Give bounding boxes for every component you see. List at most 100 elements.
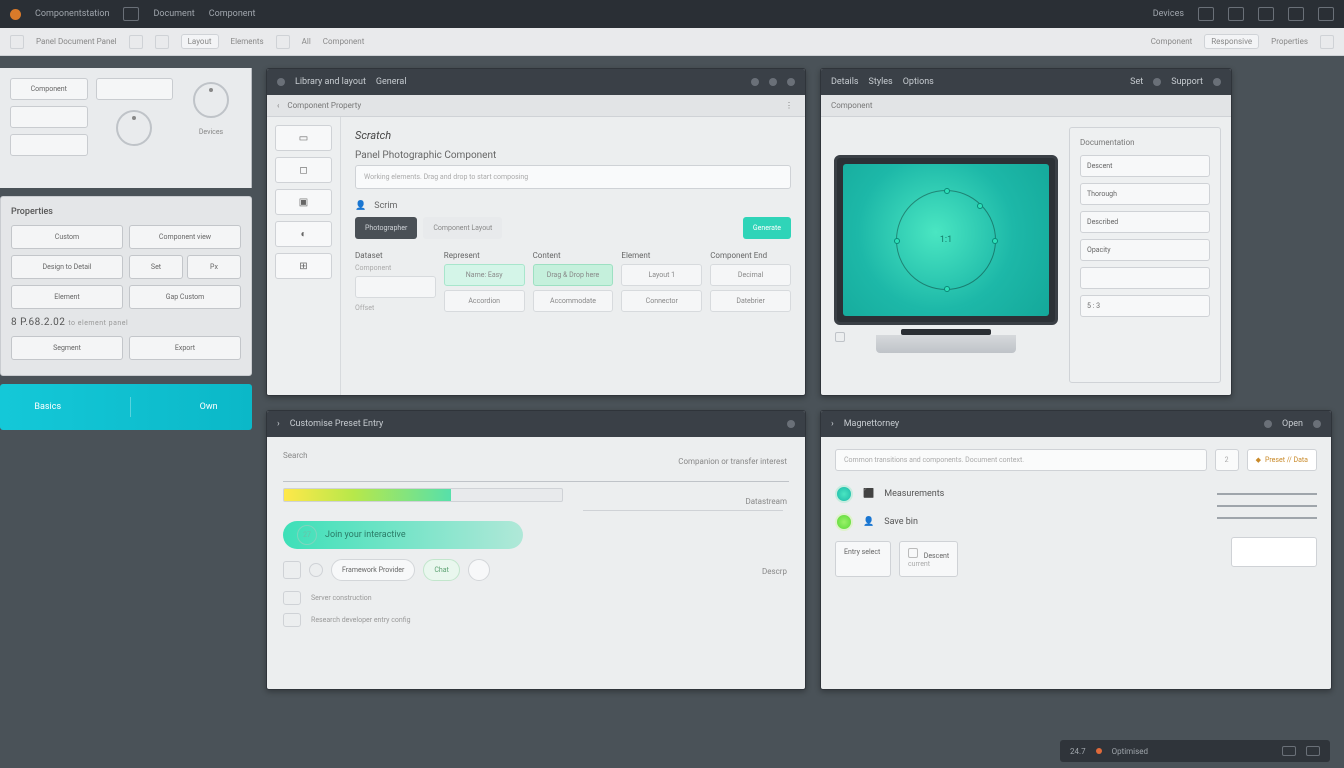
knob-button[interactable]: Component	[10, 78, 88, 100]
side-tool[interactable]: ◻	[275, 157, 332, 183]
prop-button[interactable]: Set	[129, 255, 183, 279]
square-icon[interactable]	[283, 561, 301, 579]
prop-row[interactable]: 5 : 3	[1080, 295, 1210, 317]
title-item[interactable]: Support	[1171, 77, 1203, 87]
title-item[interactable]: Styles	[869, 77, 893, 87]
preset-tag[interactable]: ◆ Preset // Data	[1247, 449, 1317, 471]
cell[interactable]: Accommodate	[533, 290, 614, 312]
prop-row[interactable]: Described	[1080, 211, 1210, 233]
cell[interactable]: Layout 1	[621, 264, 702, 286]
user-icon[interactable]	[1258, 7, 1274, 21]
prop-button[interactable]: Design to Detail	[11, 255, 123, 279]
tool-gear-icon[interactable]	[1320, 35, 1334, 49]
window-control-icon[interactable]	[277, 78, 285, 86]
title-icon[interactable]	[1153, 78, 1161, 86]
tool-dot-icon[interactable]	[276, 35, 290, 49]
menu-item[interactable]: Document	[153, 9, 194, 19]
title-item[interactable]: Set	[1130, 77, 1143, 87]
nav-back-icon[interactable]	[10, 35, 24, 49]
chat-pill[interactable]: Chat	[423, 559, 460, 581]
cell[interactable]: Accordion	[444, 290, 525, 312]
action-button[interactable]: Photographer	[355, 217, 417, 239]
chevron-icon[interactable]: ›	[277, 419, 280, 429]
panel-accent[interactable]: Basics Own	[0, 384, 252, 430]
search-input[interactable]: Common transitions and components. Docum…	[835, 449, 1207, 471]
grid-icon[interactable]	[1288, 7, 1304, 21]
sub-icon[interactable]: ⋮	[785, 101, 795, 111]
close-icon[interactable]	[787, 420, 795, 428]
prop-row[interactable]: Opacity	[1080, 239, 1210, 261]
layout-icon[interactable]	[1198, 7, 1214, 21]
right-box[interactable]	[1231, 537, 1317, 567]
tool-item[interactable]: Elements	[231, 37, 264, 46]
cell[interactable]: Decimal	[710, 264, 791, 286]
export-button[interactable]: Export	[129, 336, 241, 360]
status-icon[interactable]	[1306, 746, 1320, 756]
knob-button[interactable]	[10, 134, 88, 156]
side-tool[interactable]: ▣	[275, 189, 332, 215]
back-icon[interactable]: ‹	[277, 101, 279, 110]
blank-pill[interactable]	[468, 559, 490, 581]
prop-button[interactable]: Component view	[129, 225, 241, 249]
title-item[interactable]: Library and layout	[295, 77, 366, 87]
title-item[interactable]: General	[376, 77, 407, 87]
title-icon[interactable]	[1264, 420, 1272, 428]
prop-button[interactable]: Px	[187, 255, 241, 279]
open-label[interactable]: Open	[1282, 419, 1303, 429]
titlebar[interactable]: › Magnettorney Open	[821, 411, 1331, 437]
prop-row[interactable]: Thorough	[1080, 183, 1210, 205]
prop-button[interactable]: Custom	[11, 225, 123, 249]
title-item[interactable]: Details	[831, 77, 859, 87]
tool-chip[interactable]: Layout	[181, 34, 219, 49]
menu-item[interactable]: Component	[209, 9, 256, 19]
title-icon[interactable]	[1213, 78, 1221, 86]
tool-item[interactable]: All	[302, 37, 311, 46]
tool-square-icon[interactable]	[129, 35, 143, 49]
list-icon[interactable]	[283, 613, 301, 627]
entry-card[interactable]: Entry select	[835, 541, 891, 577]
action-button[interactable]: Component Layout	[423, 217, 502, 239]
close-icon[interactable]	[1313, 420, 1321, 428]
knob-button[interactable]	[96, 78, 174, 100]
description-field[interactable]: Working elements. Drag and drop to start…	[355, 165, 791, 189]
cell[interactable]: Drag & Drop here	[533, 264, 614, 286]
segment-button[interactable]: Segment	[11, 336, 123, 360]
dial-knob-icon[interactable]	[116, 110, 152, 146]
cell[interactable]	[355, 276, 436, 298]
titlebar[interactable]: › Customise Preset Entry	[267, 411, 805, 437]
dial-knob-icon[interactable]	[193, 82, 229, 118]
status-icon[interactable]	[1282, 746, 1296, 756]
tool-chip[interactable]: Responsive	[1204, 34, 1259, 49]
circle-icon[interactable]	[309, 563, 323, 577]
side-tool[interactable]: ◐	[275, 221, 332, 247]
cell[interactable]: Connector	[621, 290, 702, 312]
side-tool[interactable]: ▭	[275, 125, 332, 151]
provider-pill[interactable]: Framework Provider	[331, 559, 415, 581]
more-icon[interactable]	[1318, 7, 1334, 21]
knob-button[interactable]	[10, 106, 88, 128]
interactive-pill[interactable]: 27 Join your interactive	[283, 521, 523, 549]
tool-circle-icon[interactable]	[155, 35, 169, 49]
title-item[interactable]: Options	[903, 77, 934, 87]
tool-item[interactable]: Component	[1151, 37, 1193, 46]
title-icon[interactable]	[787, 78, 795, 86]
tool-item[interactable]: Properties	[1271, 37, 1308, 46]
titlebar[interactable]: Details Styles Options Set Support	[821, 69, 1231, 95]
menu-item[interactable]: Devices	[1153, 9, 1184, 19]
cell[interactable]: Name: Easy	[444, 264, 525, 286]
search-underline[interactable]	[283, 464, 789, 482]
sync-icon[interactable]	[1228, 7, 1244, 21]
side-tool[interactable]: ⊞	[275, 253, 332, 279]
tool-item[interactable]: Component	[323, 37, 365, 46]
title-icon[interactable]	[769, 78, 777, 86]
list-icon[interactable]	[283, 591, 301, 605]
cell[interactable]: Datebrier	[710, 290, 791, 312]
prop-row[interactable]: Descent	[1080, 155, 1210, 177]
prop-button[interactable]: Gap Custom	[129, 285, 241, 309]
chevron-icon[interactable]: ›	[831, 419, 834, 429]
prop-button[interactable]: Element	[11, 285, 123, 309]
prop-row[interactable]	[1080, 267, 1210, 289]
titlebar[interactable]: Library and layout General	[267, 69, 805, 95]
generate-button[interactable]: Generate	[743, 217, 791, 239]
title-icon[interactable]	[751, 78, 759, 86]
